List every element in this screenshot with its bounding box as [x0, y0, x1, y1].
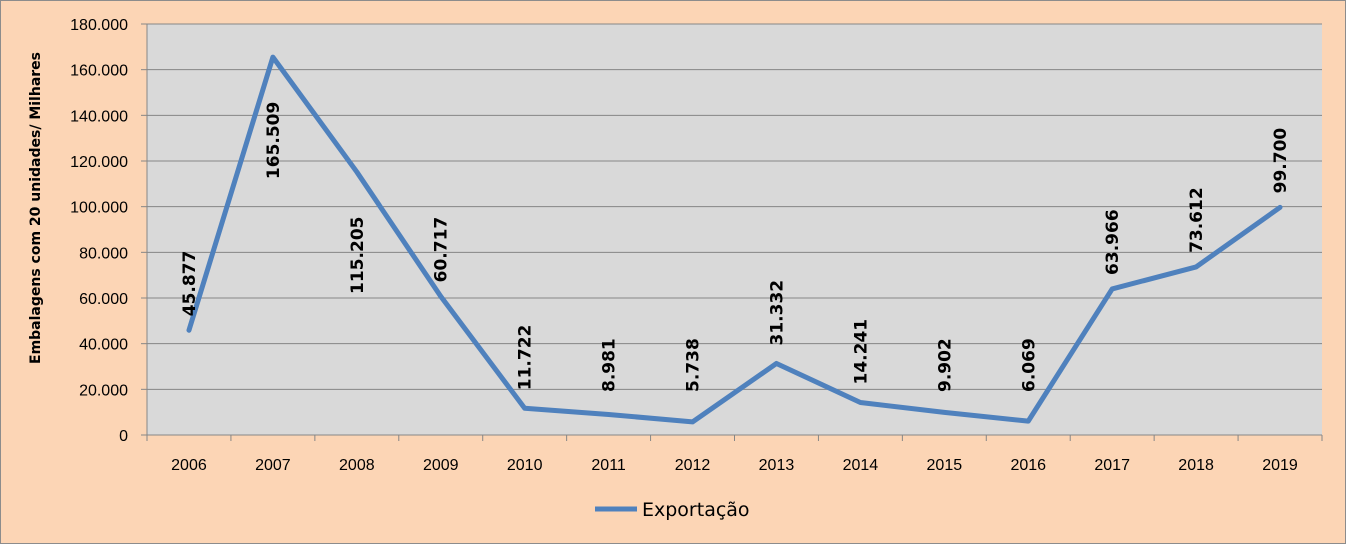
x-tick-label: 2011 [591, 457, 626, 474]
data-label: 99.700 [1271, 128, 1291, 194]
data-label: 11.722 [516, 325, 536, 391]
series-exportacao [186, 54, 1283, 425]
x-axis-ticks: 2006 2007 2008 2009 2010 2011 2012 2013 2014 2015… [146, 435, 1323, 474]
y-tick-label: 80.000 [79, 245, 128, 262]
data-label: 63.966 [1103, 209, 1123, 275]
y-tick-label: 120.000 [70, 154, 128, 171]
x-tick-label: 2008 [339, 457, 375, 474]
data-label: 5.738 [684, 338, 704, 392]
legend: Exportação [595, 499, 750, 521]
x-tick-label: 2019 [1262, 457, 1298, 474]
x-tick-label: 2006 [171, 457, 207, 474]
data-label: 8.981 [600, 338, 620, 392]
y-tick-label: 180.000 [70, 17, 128, 34]
x-tick-label: 2017 [1094, 457, 1130, 474]
x-tick-label: 2014 [843, 457, 879, 474]
data-label: 45.877 [180, 251, 200, 317]
y-axis-title: Embalagens com 20 unidades/ Milhares [28, 52, 44, 364]
x-tick-label: 2018 [1178, 457, 1214, 474]
y-tick-label: 160.000 [70, 63, 128, 80]
legend-label: Exportação [642, 499, 750, 521]
data-label: 60.717 [432, 217, 452, 283]
gridlines [147, 23, 1322, 390]
data-label: 14.241 [851, 319, 871, 385]
x-tick-label: 2010 [507, 457, 543, 474]
data-labels: 45.877 165.509 115.205 60.717 11.722 8.981 5.7… [180, 102, 1291, 392]
data-label: 165.509 [264, 102, 284, 179]
x-tick-label: 2009 [423, 457, 459, 474]
y-tick-label: 60.000 [79, 291, 128, 308]
x-tick-label: 2012 [675, 457, 711, 474]
x-tick-label: 2016 [1010, 457, 1046, 474]
y-tick-label: 40.000 [79, 337, 128, 354]
y-tick-label: 0 [119, 428, 128, 445]
series-line [186, 54, 1283, 425]
y-tick-label: 100.000 [70, 200, 128, 217]
data-label: 6.069 [1019, 338, 1039, 392]
y-tick-label: 20.000 [79, 382, 128, 399]
data-label: 115.205 [348, 217, 368, 294]
x-tick-label: 2015 [927, 457, 963, 474]
plot-area [147, 24, 1322, 435]
data-label: 31.332 [767, 280, 787, 346]
y-axis-ticks: 0 20.000 40.000 60.000 80.000 100.000 120.000 1… [70, 17, 147, 445]
data-label: 9.902 [935, 338, 955, 392]
x-tick-label: 2007 [255, 457, 291, 474]
x-tick-label: 2013 [759, 457, 795, 474]
y-tick-label: 140.000 [70, 108, 128, 125]
data-label: 73.612 [1187, 187, 1207, 253]
